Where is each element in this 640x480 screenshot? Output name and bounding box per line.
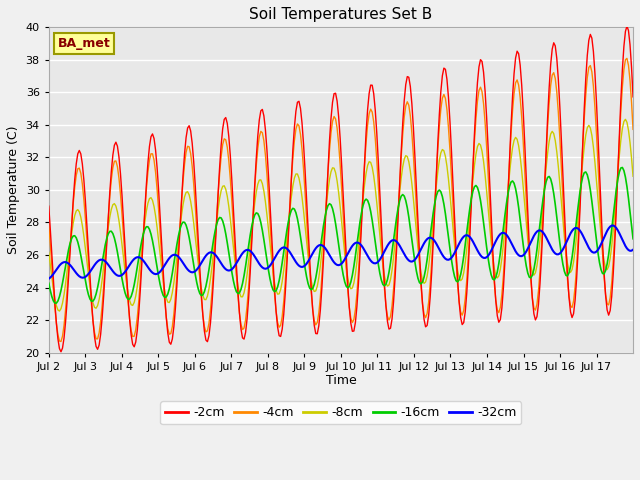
X-axis label: Time: Time <box>326 374 356 387</box>
Y-axis label: Soil Temperature (C): Soil Temperature (C) <box>7 126 20 254</box>
Legend: -2cm, -4cm, -8cm, -16cm, -32cm: -2cm, -4cm, -8cm, -16cm, -32cm <box>161 401 522 424</box>
Title: Soil Temperatures Set B: Soil Temperatures Set B <box>250 7 433 22</box>
Text: BA_met: BA_met <box>58 37 110 50</box>
